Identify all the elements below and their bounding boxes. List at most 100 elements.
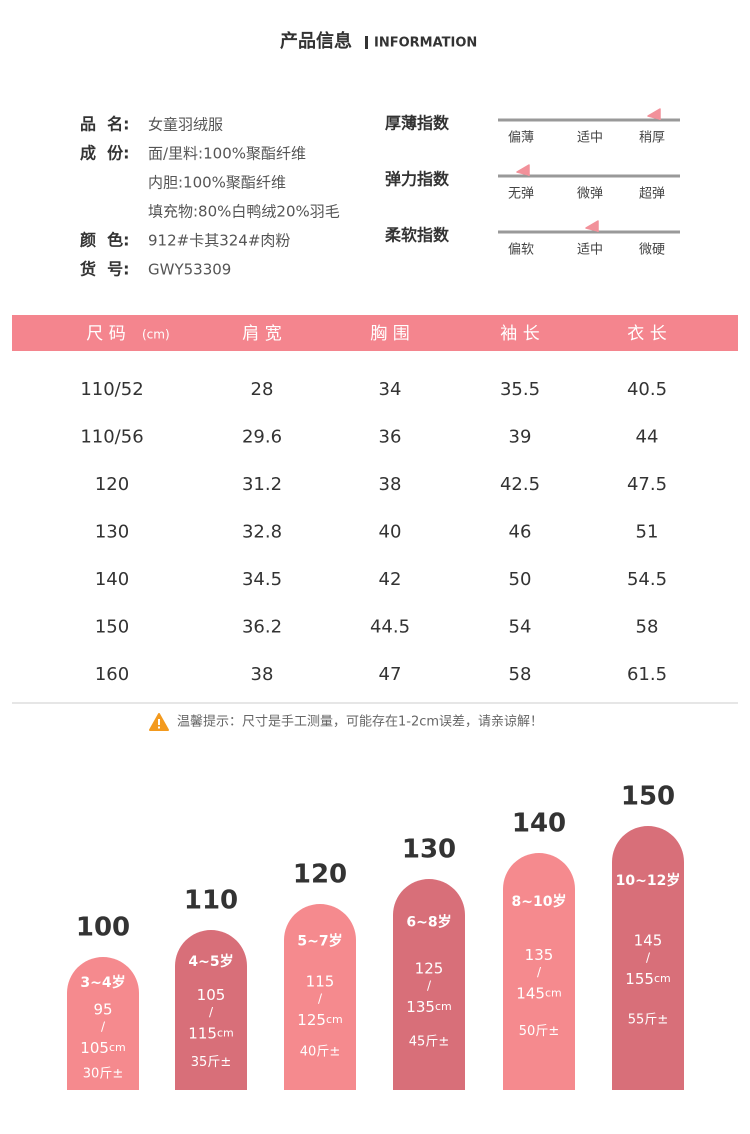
size-age: 3~4岁 xyxy=(80,974,125,991)
table-cell: 38 xyxy=(251,664,274,685)
table-cell: 28 xyxy=(251,379,274,400)
header-title: 产品信息 xyxy=(280,30,352,52)
table-cell: 150 xyxy=(95,617,129,638)
size-column: 100 3~4岁 95/ 105cm 30斤± xyxy=(67,913,139,1090)
table-cell: 58 xyxy=(509,664,532,685)
table-cell: 31.2 xyxy=(242,474,282,495)
size-label: 150 xyxy=(621,782,675,812)
header-divider xyxy=(365,36,368,49)
table-cell: 36.2 xyxy=(242,617,282,638)
size-column: 110 4~5岁 105/ 115cm 35斤± xyxy=(175,886,247,1090)
size-age: 4~5岁 xyxy=(188,953,233,970)
size-age: 6~8岁 xyxy=(406,913,451,930)
size-label: 130 xyxy=(402,835,456,865)
table-cell: 29.6 xyxy=(242,427,282,448)
index-level: 稍厚 xyxy=(639,131,665,146)
table-cell: 160 xyxy=(95,664,129,685)
table-unit: (cm) xyxy=(142,328,170,342)
size-weight: 40斤± xyxy=(300,1044,340,1059)
info-value: 912#卡其324#肉粉 xyxy=(148,232,290,250)
size-height-unit: cm xyxy=(654,972,671,985)
table-header-cell: 衣 长 xyxy=(627,324,666,344)
size-height-to: 125cm xyxy=(297,1010,342,1028)
table-cell: 47 xyxy=(379,664,402,685)
size-weight: 50斤± xyxy=(519,1024,559,1039)
table-cell: 40 xyxy=(379,522,402,543)
table-header-cell: 尺 码 xyxy=(86,324,125,344)
table-cell: 35.5 xyxy=(500,379,540,400)
size-height-from: 145 xyxy=(634,932,663,950)
size-height-unit: cm xyxy=(545,987,562,1000)
size-bar xyxy=(175,930,247,1090)
info-label: 成 份: xyxy=(80,144,130,163)
index-title: 柔软指数 xyxy=(384,226,450,245)
size-height-from: 135 xyxy=(525,946,554,964)
size-weight: 35斤± xyxy=(191,1055,231,1070)
size-separator: / xyxy=(209,1005,214,1019)
size-column: 150 10~12岁 145/ 155cm 55斤± xyxy=(612,782,684,1090)
warning-icon xyxy=(149,713,169,731)
size-separator: / xyxy=(101,1020,106,1034)
size-height-value: 105 xyxy=(80,1039,109,1057)
table-cell: 42 xyxy=(379,569,402,590)
size-column: 120 5~7岁 115/ 125cm 40斤± xyxy=(284,860,356,1090)
size-bar xyxy=(284,904,356,1090)
index-level: 微弹 xyxy=(577,187,603,202)
index-title: 弹力指数 xyxy=(385,170,450,189)
notice: 温馨提示：尺寸是手工测量，可能存在1-2cm误差，请亲谅解！ xyxy=(177,714,543,730)
size-weight: 55斤± xyxy=(628,1013,668,1028)
info-value: GWY53309 xyxy=(148,261,231,279)
size-weight: 30斤± xyxy=(83,1067,123,1082)
table-cell: 51 xyxy=(636,522,659,543)
table-cell: 140 xyxy=(95,569,129,590)
table-cell: 50 xyxy=(509,569,532,590)
size-height-to: 155cm xyxy=(625,970,670,988)
size-bar xyxy=(67,957,139,1090)
size-label: 100 xyxy=(76,913,130,943)
size-column: 130 6~8岁 125/ 135cm 45斤± xyxy=(393,835,465,1090)
table-cell: 130 xyxy=(95,522,129,543)
size-bar xyxy=(393,879,465,1090)
table-header-bg xyxy=(12,315,738,351)
table-cell: 39 xyxy=(509,427,532,448)
info-label: 品 名: xyxy=(80,115,130,134)
table-cell: 44.5 xyxy=(370,617,410,638)
size-height-value: 145 xyxy=(516,984,545,1002)
table-cell: 42.5 xyxy=(500,474,540,495)
index-level: 超弹 xyxy=(639,187,665,202)
index-marker xyxy=(647,108,661,120)
table-cell: 54 xyxy=(509,617,532,638)
size-height-to: 105cm xyxy=(80,1039,125,1057)
table-header-cell: 袖 长 xyxy=(500,324,539,344)
index-level: 无弹 xyxy=(508,187,534,202)
header-subtitle: INFORMATION xyxy=(374,36,477,51)
index-level: 偏薄 xyxy=(508,131,534,146)
table-header-cell: 肩 宽 xyxy=(242,324,281,344)
index-level: 微硬 xyxy=(639,243,665,258)
size-age: 5~7岁 xyxy=(297,933,342,950)
size-separator: / xyxy=(646,951,651,965)
info-value: 填充物:80%白鸭绒20%羽毛 xyxy=(148,203,340,221)
table-cell: 46 xyxy=(509,522,532,543)
table-cell: 110/52 xyxy=(80,379,143,400)
size-height-to: 115cm xyxy=(188,1024,233,1042)
info-label: 货 号: xyxy=(80,260,130,279)
table-cell: 32.8 xyxy=(242,522,282,543)
size-label: 110 xyxy=(184,886,238,916)
table-header-cell: 胸 围 xyxy=(370,324,409,344)
table-cell: 34 xyxy=(379,379,402,400)
index-level: 适中 xyxy=(577,243,603,258)
table-cell: 54.5 xyxy=(627,569,667,590)
info-value: 内胆:100%聚酯纤维 xyxy=(148,174,286,192)
size-height-from: 105 xyxy=(197,986,226,1004)
size-height-from: 125 xyxy=(415,960,444,978)
size-height-value: 125 xyxy=(297,1010,326,1028)
table-cell: 110/56 xyxy=(80,427,143,448)
size-separator: / xyxy=(427,979,432,993)
size-age: 10~12岁 xyxy=(616,872,681,889)
table-cell: 120 xyxy=(95,474,129,495)
size-label: 120 xyxy=(293,860,347,890)
size-weight: 45斤± xyxy=(409,1035,449,1050)
table-cell: 36 xyxy=(379,427,402,448)
